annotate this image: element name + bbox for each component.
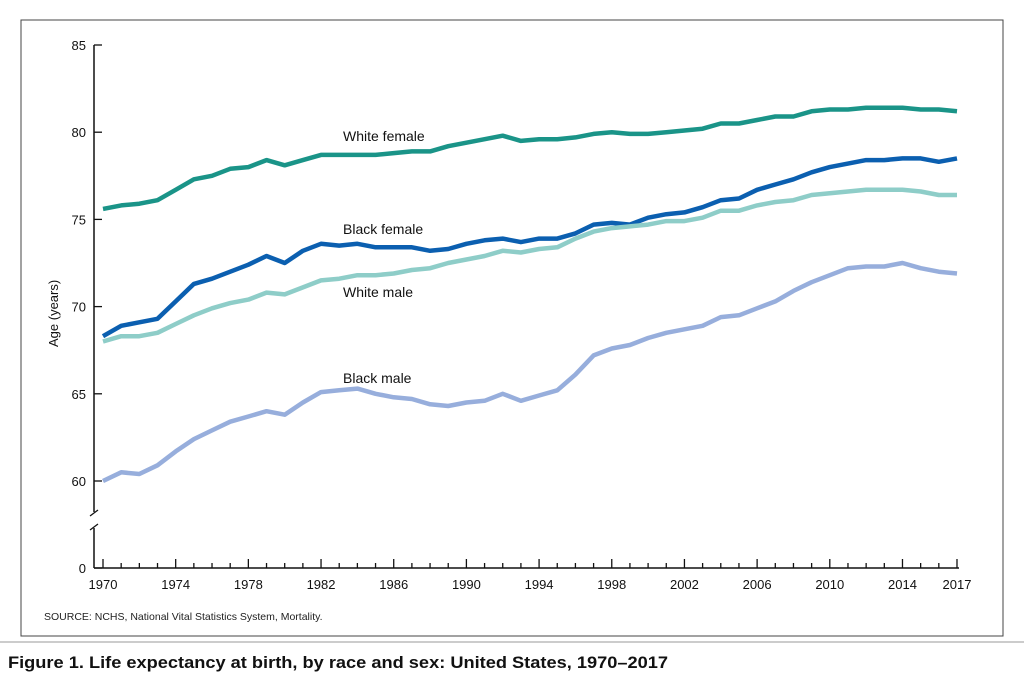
- chart-frame: [20, 19, 1004, 637]
- series-label-white-female: White female: [343, 128, 425, 144]
- series-line-white-male: [102, 187, 957, 344]
- y-axis-break-mark: [89, 523, 99, 531]
- series-label-black-male: Black male: [343, 370, 412, 386]
- y-tick-label: 75: [72, 212, 86, 227]
- y-tick-label: 0: [79, 561, 86, 576]
- series-label-black-female: Black female: [343, 221, 423, 237]
- x-tick-label: 2002: [670, 577, 699, 592]
- series-lines: [101, 105, 958, 484]
- x-tick-label: 1970: [89, 577, 118, 592]
- y-axis-label: Age (years): [46, 280, 61, 347]
- x-tick-label: 2006: [743, 577, 772, 592]
- y-tick-label: 85: [72, 38, 86, 53]
- series-label-white-male: White male: [343, 284, 413, 300]
- series-line-white-female: [102, 105, 958, 212]
- y-tick-label: 70: [72, 300, 86, 315]
- y-tick-label: 80: [72, 125, 86, 140]
- series-line-black-female: [101, 156, 958, 339]
- x-tick-label: 1994: [525, 577, 554, 592]
- x-tick-label: 1998: [597, 577, 626, 592]
- source-note: SOURCE: NCHS, National Vital Statistics …: [44, 611, 323, 623]
- axes: 0 60 65 70 75 80 85 1970 1974 1978 1982 1986 1990 199…: [72, 38, 972, 592]
- x-tick-label: 2014: [888, 577, 917, 592]
- series-line-black-male: [102, 260, 958, 484]
- x-tick-label: 1982: [307, 577, 336, 592]
- x-tick-label: 2017: [943, 577, 972, 592]
- y-tick-label: 60: [72, 474, 86, 489]
- x-tick-label: 1974: [161, 577, 190, 592]
- x-tick-label: 1986: [379, 577, 408, 592]
- x-tick-label: 1990: [452, 577, 481, 592]
- figure-title: Figure 1. Life expectancy at birth, by r…: [8, 653, 668, 672]
- x-tick-label: 2010: [815, 577, 844, 592]
- y-axis-break-mark: [89, 509, 99, 517]
- y-tick-label: 65: [72, 387, 86, 402]
- x-tick-label: 1978: [234, 577, 263, 592]
